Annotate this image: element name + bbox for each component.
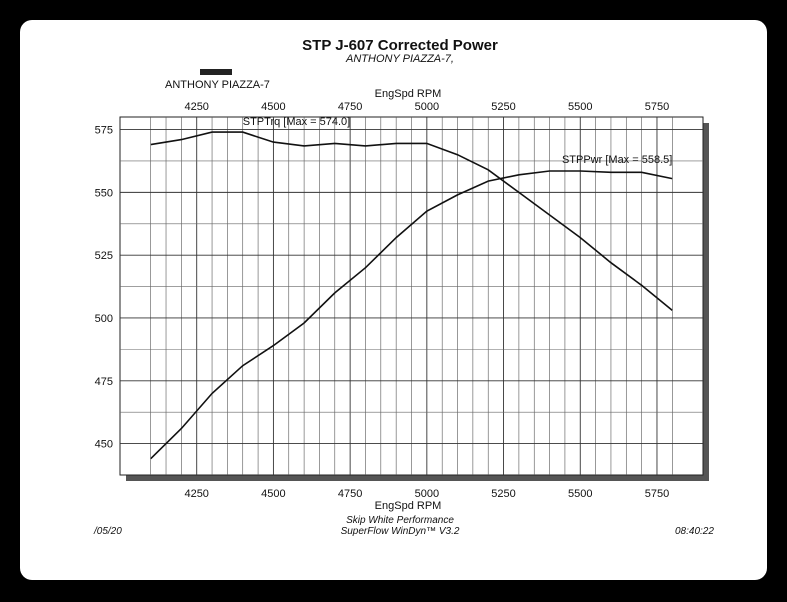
y-tick-label: 550 xyxy=(95,187,113,199)
power-series-label: STPPwr [Max = 558.5] xyxy=(562,154,672,166)
torque-series-line xyxy=(150,131,673,312)
torque-series-label: STPTrq [Max = 574.0] xyxy=(243,116,351,128)
chart-grid xyxy=(119,116,704,476)
legend-swatch xyxy=(200,69,232,75)
x-tick-label-top: 5750 xyxy=(645,101,669,113)
power-series-line xyxy=(150,170,673,460)
dyno-chart: STP J-607 Corrected Power ANTHONY PIAZZA… xyxy=(93,37,714,537)
chart-shadow xyxy=(126,123,709,481)
series-labels: STPTrq [Max = 574.0] STPPwr [Max = 558.5] xyxy=(243,116,673,166)
x-tick-label-top: 4750 xyxy=(338,101,362,113)
x-tick-label-top: 4500 xyxy=(261,101,285,113)
y-tick-label: 575 xyxy=(95,125,113,137)
footer-software: SuperFlow WinDyn™ V3.2 xyxy=(341,526,460,537)
x-tick-label: 4500 xyxy=(261,488,285,500)
x-tick-label-top: 5500 xyxy=(568,101,592,113)
chart-subtitle: ANTHONY PIAZZA-7, xyxy=(345,53,454,65)
x-tick-label: 5750 xyxy=(645,488,669,500)
y-tick-label: 500 xyxy=(95,313,113,325)
x-tick-label-top: 5250 xyxy=(491,101,515,113)
x-tick-label-top: 4250 xyxy=(184,101,208,113)
x-tick-label: 4750 xyxy=(338,488,362,500)
chart-series xyxy=(150,131,673,460)
plot-shadow-right xyxy=(703,123,709,481)
dyno-sheet: STP J-607 Corrected Power ANTHONY PIAZZA… xyxy=(20,20,767,580)
y-tick-label: 475 xyxy=(95,376,113,388)
plot-shadow-bottom xyxy=(126,475,709,481)
chart-ticks: 4250 4250 4500 4500 4750 4750 5000 5000 5250 5250… xyxy=(95,101,670,500)
legend-label: ANTHONY PIAZZA-7 xyxy=(165,79,270,91)
x-axis-label: EngSpd RPM xyxy=(375,500,442,512)
x-tick-label-top: 5000 xyxy=(415,101,439,113)
chart-title: STP J-607 Corrected Power xyxy=(302,37,498,54)
x-axis-label-top: EngSpd RPM xyxy=(375,88,442,100)
x-tick-label: 5500 xyxy=(568,488,592,500)
y-tick-label: 450 xyxy=(95,439,113,451)
x-tick-label: 5250 xyxy=(491,488,515,500)
footer-time: 08:40:22 xyxy=(675,526,714,537)
footer-date: /05/20 xyxy=(93,526,122,537)
x-tick-label: 5000 xyxy=(415,488,439,500)
x-tick-label: 4250 xyxy=(184,488,208,500)
footer-company: Skip White Performance xyxy=(346,515,454,526)
y-tick-label: 525 xyxy=(95,250,113,262)
